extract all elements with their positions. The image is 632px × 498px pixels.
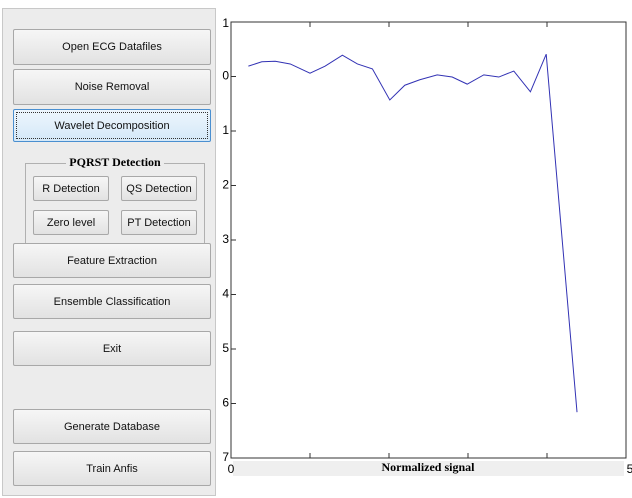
y-tick-label: 1	[222, 123, 229, 137]
button[interactable]: Ensemble Classification	[13, 284, 211, 319]
button[interactable]: PT Detection	[121, 210, 197, 235]
button[interactable]: Wavelet Decomposition	[13, 109, 211, 142]
group-title-text: PQRST Detection	[66, 155, 164, 169]
y-tick-label: 3	[222, 232, 229, 246]
button[interactable]: Generate Database	[13, 409, 211, 444]
button[interactable]: R Detection	[33, 176, 109, 201]
y-tick-label: 7	[222, 450, 229, 464]
y-tick-label: 5	[222, 341, 229, 355]
y-tick-label: 4	[222, 287, 229, 301]
button[interactable]: Feature Extraction	[13, 243, 211, 278]
button[interactable]: Exit	[13, 331, 211, 366]
x-tick-label: 5	[627, 462, 632, 476]
y-tick-label: 0	[222, 69, 229, 83]
x-axis-label: Normalized signal	[382, 460, 476, 474]
y-tick-label: 1	[222, 16, 229, 30]
button[interactable]: QS Detection	[121, 176, 197, 201]
control-panel: Open ECG Datafiles Noise Removal Wavelet D…	[2, 8, 216, 496]
y-tick-label: 2	[222, 178, 229, 192]
group-box: PQRST Detection R Detection QS Detection Ze…	[25, 155, 205, 247]
button[interactable]: Train Anfis	[13, 451, 211, 486]
signal-line	[248, 53, 578, 413]
x-tick-label: 0	[228, 462, 235, 476]
plot-area	[230, 21, 627, 459]
y-tick-label: 6	[222, 396, 229, 410]
xlabel-box	[233, 461, 624, 476]
button[interactable]: Open ECG Datafiles	[13, 29, 211, 65]
button[interactable]: Noise Removal	[13, 69, 211, 105]
group-title: PQRST Detection	[26, 155, 204, 170]
button[interactable]: Zero level	[33, 210, 109, 235]
